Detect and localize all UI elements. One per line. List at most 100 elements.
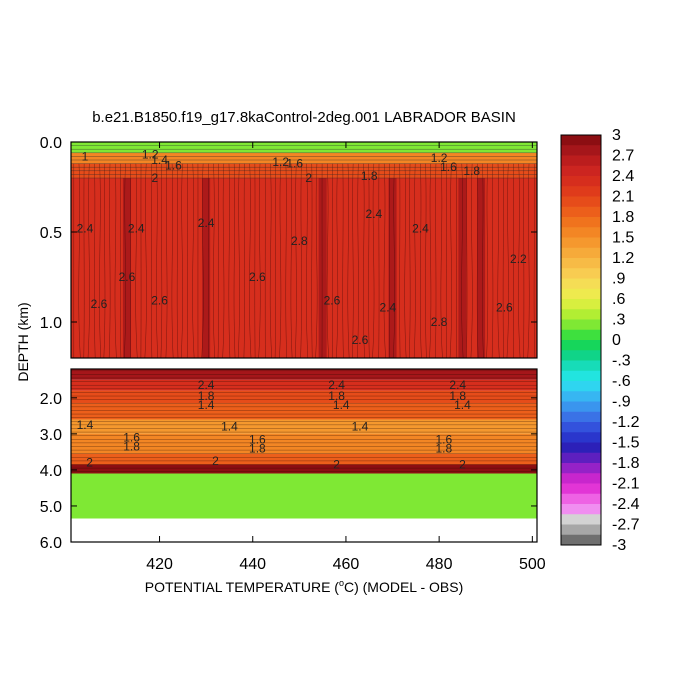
contour-label: 1.6 bbox=[249, 432, 266, 446]
colorbar-label: -2.1 bbox=[612, 476, 640, 493]
y-tick-label: 6.0 bbox=[40, 535, 62, 552]
isotherm-line bbox=[461, 163, 464, 358]
contour-label: 1.6 bbox=[123, 430, 140, 444]
colorbar-label: 0 bbox=[612, 332, 621, 349]
y-axis: 0.0 0.5 1.0 2.0 3.0 4.0 5.0 6.0 bbox=[40, 135, 537, 552]
colorbar-label: 3 bbox=[612, 127, 621, 144]
isotherm-line bbox=[180, 163, 183, 358]
isotherm-line bbox=[279, 163, 282, 358]
colorbar-label: 1.2 bbox=[612, 250, 634, 267]
warm-column bbox=[458, 178, 467, 358]
colorbar-swatch bbox=[561, 196, 601, 208]
colorbar-swatch bbox=[561, 145, 601, 156]
contour-band bbox=[71, 473, 537, 519]
colorbar-label: 1.8 bbox=[612, 209, 634, 226]
y-axis-label: DEPTH (km) bbox=[15, 302, 31, 381]
y-tick-label: 1.0 bbox=[40, 315, 62, 332]
contour-label: 1.6 bbox=[435, 432, 452, 446]
colorbar-swatch bbox=[561, 360, 601, 372]
contour-label: 1.2 bbox=[272, 155, 289, 169]
isotherm-line bbox=[222, 163, 225, 358]
isotherm-line bbox=[409, 163, 411, 358]
contour-label: 2.6 bbox=[119, 270, 136, 284]
isotherm-line bbox=[429, 163, 432, 358]
x-axis: 420 440 460 480 500 bbox=[146, 142, 546, 573]
colorbar-label: 1.5 bbox=[612, 230, 634, 247]
isotherm-line bbox=[78, 163, 81, 358]
contour-label: 2.4 bbox=[412, 221, 429, 235]
x-tick-label: 440 bbox=[239, 556, 266, 573]
colorbar-frame bbox=[560, 134, 602, 546]
upper-panel-frame bbox=[70, 141, 538, 359]
colorbar-label: -1.2 bbox=[612, 414, 640, 431]
contour-label: 1.2 bbox=[142, 148, 159, 162]
colorbar-swatch bbox=[561, 227, 601, 238]
colorbar-swatch bbox=[561, 442, 601, 454]
isotherm-line bbox=[306, 163, 309, 358]
contour-label: 1 bbox=[82, 149, 89, 163]
colorbar-label: 2.1 bbox=[612, 189, 634, 206]
colorbar-swatch bbox=[561, 401, 601, 413]
isotherm-line bbox=[419, 163, 422, 358]
x-axis-label-degree: o bbox=[339, 578, 344, 588]
colorbar-label: -2.7 bbox=[612, 517, 640, 534]
isotherm-line bbox=[347, 163, 350, 358]
contour-label: 2 bbox=[86, 456, 93, 470]
isotherm-line bbox=[326, 163, 329, 358]
y-tick-label: 5.0 bbox=[40, 499, 62, 516]
warm-column bbox=[122, 178, 131, 358]
contour-label: 1.2 bbox=[431, 151, 448, 165]
colorbar-label: 2.7 bbox=[612, 148, 634, 165]
contour-label: 1.6 bbox=[440, 160, 457, 174]
contour-label: 2.6 bbox=[496, 301, 513, 315]
contour-band bbox=[71, 464, 537, 474]
isotherm-line bbox=[87, 163, 90, 358]
contour-label: 2.8 bbox=[431, 315, 448, 329]
colorbar-swatch bbox=[561, 432, 601, 443]
isotherm-line bbox=[470, 163, 473, 358]
colorbar-swatch bbox=[561, 329, 601, 341]
isotherm-line bbox=[237, 163, 240, 358]
x-axis-label-part-1: POTENTIAL TEMPERATURE ( bbox=[145, 579, 340, 595]
contour-label: 2.6 bbox=[324, 293, 341, 307]
colorbar-swatch bbox=[561, 411, 601, 423]
colorbar-swatch bbox=[561, 483, 601, 495]
colorbar-swatch bbox=[561, 258, 601, 269]
contour-label: 1.8 bbox=[328, 389, 345, 403]
colorbar-label: -2.4 bbox=[612, 496, 640, 513]
isotherm-line bbox=[228, 163, 231, 358]
isotherm-line bbox=[300, 163, 302, 358]
contour-label: 1.4 bbox=[454, 398, 471, 412]
colorbar-swatch bbox=[561, 319, 601, 331]
isotherm-line bbox=[357, 163, 359, 358]
contour-label: 2.4 bbox=[449, 378, 466, 392]
contour-label: 1.4 bbox=[151, 153, 168, 167]
isotherm-line bbox=[94, 163, 96, 358]
isotherm-line bbox=[176, 163, 179, 358]
colorbar-swatch bbox=[561, 340, 601, 351]
isotherm-line bbox=[372, 163, 375, 358]
isotherm-line bbox=[363, 163, 365, 358]
isotherm-line bbox=[404, 163, 407, 358]
colorbar-swatch bbox=[561, 524, 601, 536]
isotherm-line bbox=[491, 163, 494, 358]
isotherm-line bbox=[160, 163, 163, 358]
lower-panel-frame bbox=[70, 368, 538, 543]
isotherm-line bbox=[99, 163, 102, 358]
contour-label: 2.4 bbox=[128, 221, 145, 235]
isotherm-line bbox=[233, 163, 236, 358]
isotherm-line bbox=[311, 163, 313, 358]
contour-label: 2.6 bbox=[91, 297, 108, 311]
colorbar-label: -1.8 bbox=[612, 455, 640, 472]
contour-label: 2.6 bbox=[151, 293, 168, 307]
contour-label: 1.4 bbox=[198, 398, 215, 412]
colorbar-swatch bbox=[561, 493, 601, 505]
isotherm-line bbox=[108, 163, 111, 358]
isotherm-line bbox=[533, 163, 536, 358]
isotherm-line bbox=[482, 163, 484, 358]
y-tick-label: 2.0 bbox=[40, 391, 62, 408]
colorbar-label: -.9 bbox=[612, 394, 631, 411]
contour-label: 1.6 bbox=[286, 157, 303, 171]
contour-label: 2.6 bbox=[352, 333, 369, 347]
